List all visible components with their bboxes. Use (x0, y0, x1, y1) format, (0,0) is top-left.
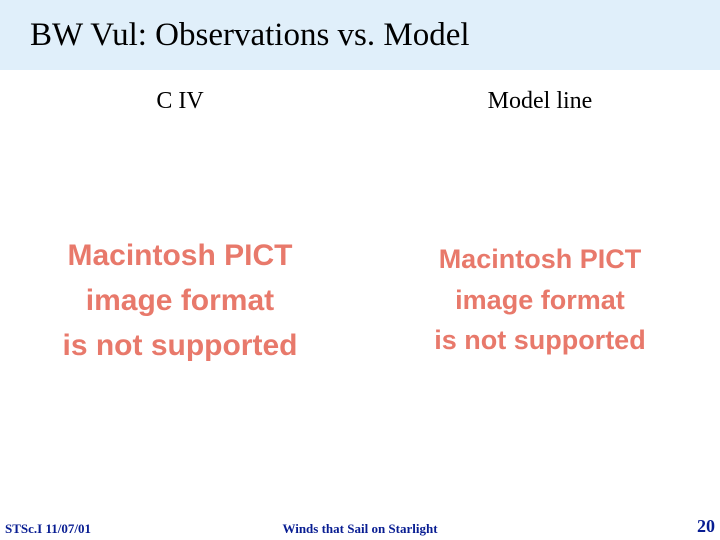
image-placeholder-left: Macintosh PICT image format is not suppo… (7, 145, 353, 455)
placeholder-text-right-line3: is not supported (434, 320, 646, 361)
placeholder-text-left-line1: Macintosh PICT (67, 233, 292, 278)
subtitle-row: C IV Model line (0, 70, 720, 115)
image-placeholder-right: Macintosh PICT image format is not suppo… (367, 145, 713, 455)
footer-center: Winds that Sail on Starlight (282, 521, 437, 537)
subtitle-left: C IV (0, 88, 360, 115)
placeholder-text-left-line3: is not supported (62, 323, 297, 368)
subtitle-right: Model line (360, 88, 720, 115)
footer-right: 20 (697, 516, 715, 537)
content-area: Macintosh PICT image format is not suppo… (0, 145, 720, 455)
footer: STSc.I 11/07/01 Winds that Sail on Starl… (0, 521, 720, 537)
slide-title: BW Vul: Observations vs. Model (30, 17, 470, 54)
placeholder-text-right-line2: image format (455, 280, 625, 321)
placeholder-text-left-line2: image format (86, 278, 274, 323)
placeholder-text-right-line1: Macintosh PICT (439, 239, 642, 280)
header-band: BW Vul: Observations vs. Model (0, 0, 720, 70)
footer-left: STSc.I 11/07/01 (5, 521, 91, 537)
